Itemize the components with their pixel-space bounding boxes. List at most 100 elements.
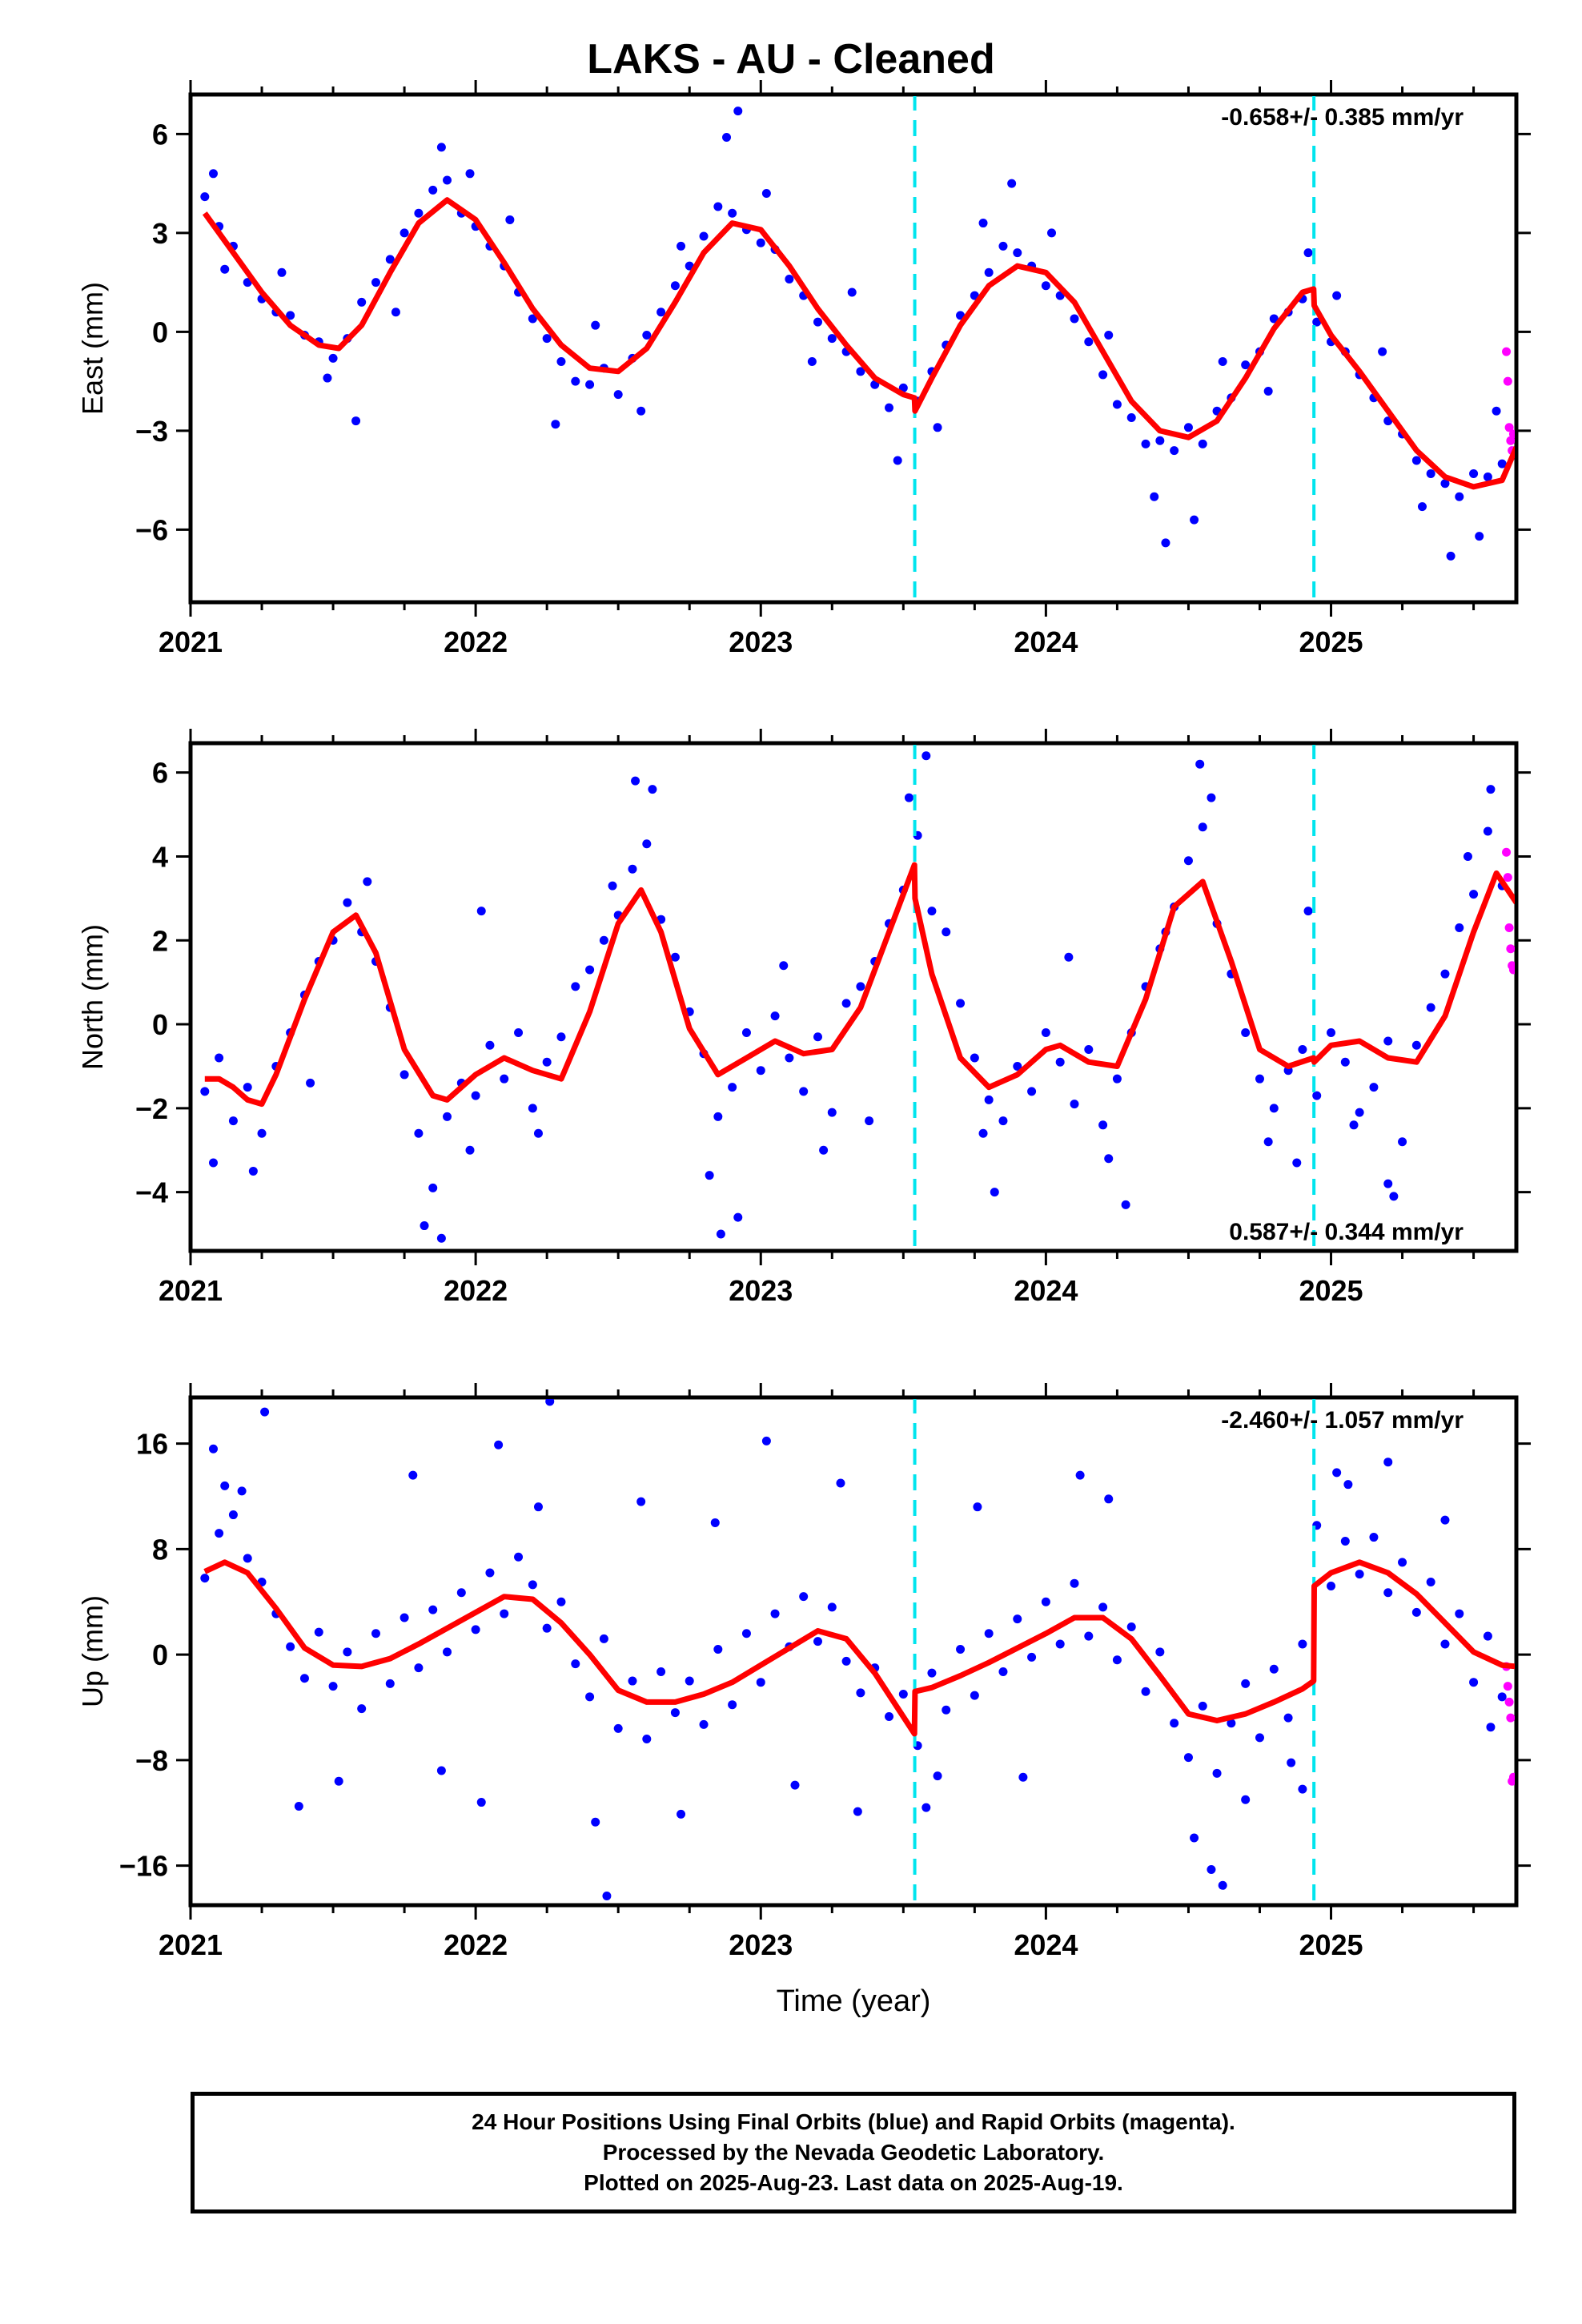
north-point-final — [728, 1083, 737, 1092]
north-point-final — [716, 1229, 725, 1239]
east-point-final — [400, 228, 409, 238]
east-point-final — [1241, 360, 1251, 370]
north-point-final — [1426, 1003, 1435, 1012]
north-point-final — [1483, 826, 1492, 836]
up-point-final — [1455, 1609, 1464, 1618]
north-point-final — [984, 1095, 994, 1104]
up-point-final — [294, 1801, 303, 1811]
up-point-final — [385, 1679, 395, 1688]
chart-area: 2021 2022 2023 2024 2025 −6 −3 0 3 6 East (mm) -0.6… — [76, 80, 1531, 2018]
east-point-final — [1161, 538, 1170, 548]
up-point-final — [1426, 1578, 1435, 1587]
east-point-final — [847, 287, 857, 297]
north-point-final — [799, 1087, 809, 1096]
east-frame — [188, 92, 1519, 605]
north-point-final — [713, 1112, 723, 1121]
east-point-final — [722, 133, 732, 143]
north-point-final — [1084, 1044, 1094, 1054]
up-point-final — [1340, 1536, 1350, 1546]
east-point-final — [885, 403, 894, 412]
east-point-final — [208, 169, 218, 179]
up-point-final — [599, 1634, 608, 1643]
north-point-final — [1455, 923, 1464, 933]
east-x-tick-label: 2021 — [159, 625, 223, 658]
east-point-final — [1041, 281, 1050, 291]
up-point-final — [685, 1676, 694, 1686]
east-point-final — [1440, 479, 1450, 489]
up-point-final — [328, 1682, 338, 1691]
north-y-tick-label: 0 — [152, 1008, 168, 1041]
north-x-tick-label: 2024 — [1014, 1274, 1078, 1307]
east-point-final — [385, 255, 395, 264]
north-point-final — [785, 1053, 794, 1063]
north-point-final — [1013, 1061, 1022, 1071]
east-point-final — [391, 308, 400, 317]
north-y-tick-label: 2 — [152, 924, 168, 957]
east-point-final — [1183, 423, 1193, 432]
north-point-final — [599, 935, 608, 945]
up-point-final — [699, 1719, 709, 1729]
north-point-final — [485, 1040, 495, 1050]
up-point-final — [813, 1637, 822, 1647]
north-point-final — [865, 1116, 874, 1126]
east-point-rapid — [1506, 436, 1515, 445]
north-point-final — [942, 927, 951, 937]
up-model-line — [203, 1559, 1515, 1737]
east-point-final — [636, 406, 646, 416]
up-point-final — [1411, 1607, 1421, 1617]
north-point-final — [363, 877, 372, 887]
up-point-final — [836, 1478, 845, 1488]
east-point-final — [465, 169, 475, 179]
east-point-final — [713, 202, 723, 211]
up-point-final — [1269, 1664, 1279, 1674]
north-point-final — [1055, 1057, 1065, 1067]
north-y-tick-label: −4 — [135, 1176, 168, 1209]
east-point-final — [528, 314, 537, 324]
north-point-final — [1349, 1120, 1359, 1130]
north-point-final — [741, 1028, 751, 1038]
up-point-final — [1104, 1494, 1114, 1504]
up-point-final — [1440, 1515, 1450, 1525]
north-point-final — [1070, 1100, 1079, 1109]
east-point-final — [1426, 468, 1435, 478]
up-x-tick-label: 2023 — [729, 1928, 793, 1961]
up-point-final — [1141, 1687, 1150, 1696]
up-point-final — [790, 1780, 800, 1790]
north-x-tick-label: 2023 — [729, 1274, 793, 1307]
up-point-final — [885, 1712, 894, 1722]
up-y-tick-label: −8 — [135, 1744, 168, 1777]
east-point-final — [998, 241, 1008, 251]
east-point-final — [1312, 317, 1322, 327]
up-point-final — [357, 1704, 367, 1714]
page-title: LAKS - AU - Cleaned — [587, 36, 995, 82]
up-y-tick-label: 0 — [152, 1638, 168, 1671]
up-point-final — [853, 1807, 862, 1816]
east-point-final — [328, 353, 338, 363]
up-point-final — [371, 1629, 380, 1638]
up-point-final — [1398, 1558, 1407, 1567]
up-x-tick-label: 2022 — [444, 1928, 508, 1961]
north-point-final — [1064, 952, 1074, 962]
north-point-final — [648, 785, 657, 794]
north-point-final — [1104, 1154, 1114, 1164]
east-y-tick-label: 6 — [152, 118, 168, 151]
up-point-final — [1055, 1639, 1065, 1649]
east-point-final — [591, 320, 600, 330]
up-point-rapid — [1503, 1682, 1512, 1691]
up-plot-area — [200, 1399, 1515, 1904]
up-point-final — [827, 1602, 837, 1612]
up-point-final — [1190, 1833, 1199, 1843]
east-point-final — [323, 373, 332, 383]
north-point-final — [978, 1128, 988, 1138]
up-point-final — [1440, 1639, 1450, 1649]
east-point-final — [551, 420, 560, 429]
up-point-final — [602, 1891, 612, 1900]
up-point-rapid — [1508, 1772, 1515, 1782]
north-x-tick-label: 2022 — [444, 1274, 508, 1307]
north-point-final — [631, 776, 640, 786]
east-point-final — [761, 189, 771, 199]
up-point-final — [1355, 1570, 1364, 1579]
east-plot-area — [200, 96, 1515, 601]
north-point-final — [970, 1053, 979, 1063]
